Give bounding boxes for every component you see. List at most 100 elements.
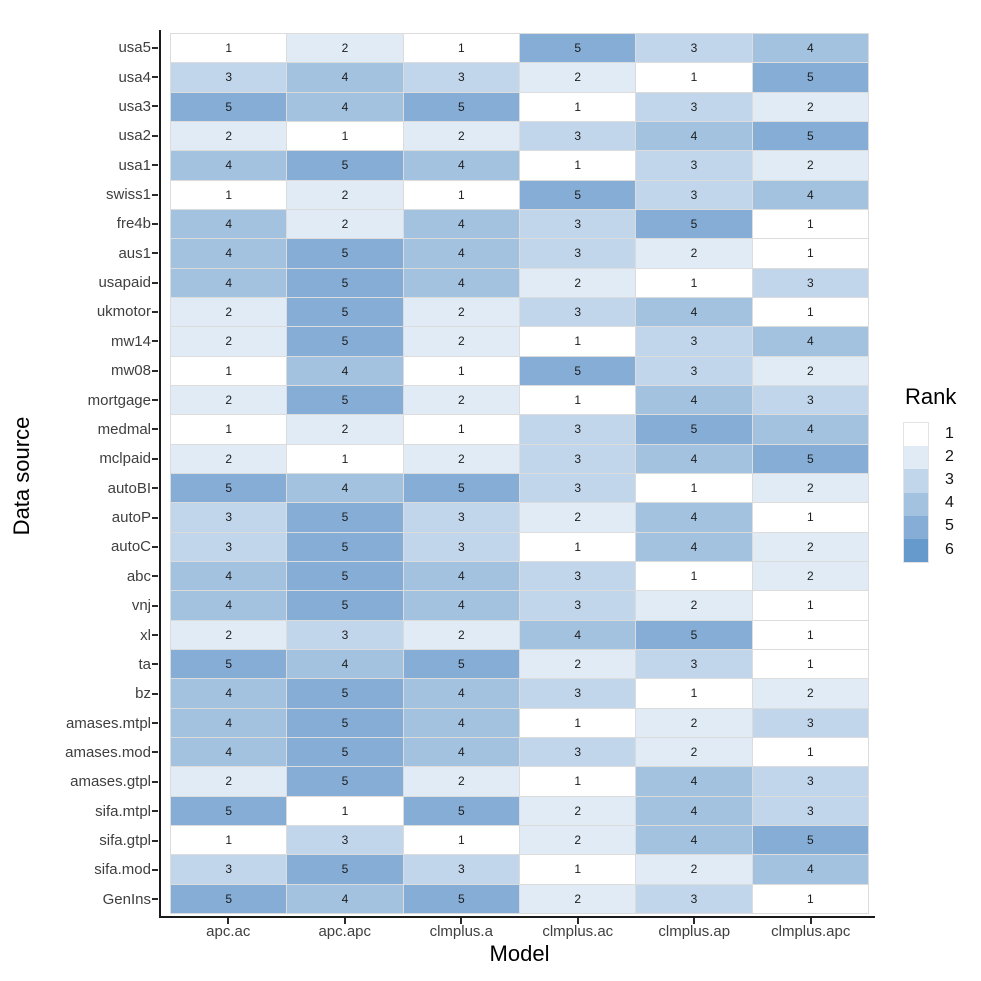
heatmap-cell: 5 <box>171 884 287 913</box>
y-axis-label: autoBI <box>107 479 151 497</box>
heatmap-cell: 5 <box>287 855 403 884</box>
y-tick-mark <box>152 76 158 79</box>
y-axis-label: aus1 <box>118 244 151 262</box>
y-tick-mark <box>152 134 158 137</box>
heatmap-cell: 1 <box>520 151 636 180</box>
y-axis-label: sifa.mod <box>94 861 151 879</box>
heatmap-cell: 2 <box>171 386 287 415</box>
x-axis-title: Model <box>489 941 550 966</box>
heatmap-cell: 3 <box>520 562 636 591</box>
heatmap-cell: 4 <box>752 855 868 884</box>
heatmap-cell: 4 <box>636 503 752 532</box>
heatmap-cell: 3 <box>520 738 636 767</box>
x-tick-mark <box>227 918 230 924</box>
heatmap-cell: 4 <box>171 738 287 767</box>
heatmap-cell: 4 <box>287 884 403 913</box>
heatmap-cell: 1 <box>403 34 519 63</box>
heatmap-cell: 2 <box>403 327 519 356</box>
heatmap-cell: 1 <box>403 826 519 855</box>
heatmap-cell: 3 <box>520 210 636 239</box>
heatmap-cell: 3 <box>752 268 868 297</box>
legend-key-swatch <box>904 446 928 470</box>
heatmap-cell: 2 <box>171 767 287 796</box>
legend-key-label: 6 <box>945 540 954 558</box>
heatmap-cell: 1 <box>520 767 636 796</box>
heatmap-cell: 1 <box>520 855 636 884</box>
heatmap-cell: 1 <box>403 180 519 209</box>
heatmap-cell: 2 <box>287 210 403 239</box>
heatmap-cell: 5 <box>403 92 519 121</box>
heatmap-cell: 5 <box>752 122 868 151</box>
heatmap-cell: 4 <box>403 679 519 708</box>
heatmap-cell: 5 <box>171 474 287 503</box>
heatmap-cell: 4 <box>520 620 636 649</box>
heatmap-cell: 2 <box>171 122 287 151</box>
heatmap-cell: 4 <box>287 356 403 385</box>
heatmap-cell: 2 <box>287 415 403 444</box>
heatmap-cell: 4 <box>287 92 403 121</box>
y-tick-mark <box>152 193 158 196</box>
heatmap-cell: 1 <box>752 239 868 268</box>
heatmap-cell: 2 <box>403 444 519 473</box>
heatmap-cell: 1 <box>636 562 752 591</box>
heatmap-cell: 5 <box>287 298 403 327</box>
heatmap-cell: 1 <box>171 180 287 209</box>
heatmap-cell: 4 <box>171 268 287 297</box>
heatmap-cell: 5 <box>287 767 403 796</box>
heatmap-cell: 2 <box>636 855 752 884</box>
heatmap-cell: 1 <box>520 532 636 561</box>
y-axis-label: autoP <box>111 509 151 527</box>
heatmap-cell: 1 <box>171 34 287 63</box>
heatmap-cell: 2 <box>636 738 752 767</box>
y-axis-label: usa5 <box>118 39 151 57</box>
legend-swatches <box>903 422 929 564</box>
heatmap-cell: 1 <box>752 884 868 913</box>
heatmap-cell: 4 <box>403 210 519 239</box>
y-axis-label: bz <box>135 685 151 703</box>
heatmap-cell: 5 <box>520 356 636 385</box>
y-tick-mark <box>152 634 158 637</box>
heatmap-cell: 1 <box>752 620 868 649</box>
heatmap-cell: 4 <box>403 738 519 767</box>
heatmap-cell: 3 <box>520 122 636 151</box>
heatmap-cell: 5 <box>403 796 519 825</box>
heatmap-cell: 3 <box>752 767 868 796</box>
heatmap-cell: 5 <box>287 591 403 620</box>
heatmap-cell: 4 <box>403 268 519 297</box>
heatmap-cell: 1 <box>752 738 868 767</box>
heatmap-cell: 1 <box>752 591 868 620</box>
heatmap-cell: 4 <box>636 767 752 796</box>
y-axis-label: usapaid <box>98 274 151 292</box>
heatmap-cell: 3 <box>636 884 752 913</box>
x-tick-mark <box>460 918 463 924</box>
heatmap-cell: 3 <box>287 620 403 649</box>
heatmap-cell: 3 <box>636 92 752 121</box>
y-axis-label: usa4 <box>118 68 151 86</box>
y-axis-label: fre4b <box>116 215 151 233</box>
heatmap-cell: 1 <box>752 298 868 327</box>
x-axis-label: clmplus.apc <box>771 923 851 940</box>
heatmap-cell: 3 <box>636 650 752 679</box>
heatmap-cell: 2 <box>520 650 636 679</box>
heatmap-cell: 3 <box>636 356 752 385</box>
heatmap-cell: 1 <box>287 122 403 151</box>
y-axis-label: usa2 <box>118 127 151 145</box>
heatmap-cell: 2 <box>752 532 868 561</box>
heatmap-cell: 1 <box>171 356 287 385</box>
heatmap-cell: 5 <box>403 474 519 503</box>
x-axis-labels: apc.ac apc.apc clmplus.a clmplus.ac clmplus.… <box>170 923 869 941</box>
heatmap-cell: 1 <box>636 63 752 92</box>
heatmap-cell: 5 <box>171 650 287 679</box>
heatmap-cell: 2 <box>403 767 519 796</box>
y-axis-label: autoC <box>110 538 151 556</box>
legend-key-swatch <box>904 469 928 493</box>
heatmap-cell: 5 <box>520 34 636 63</box>
heatmap-cell: 2 <box>520 884 636 913</box>
y-tick-mark <box>152 868 158 871</box>
y-tick-mark <box>152 898 158 901</box>
heatmap-cell: 4 <box>403 591 519 620</box>
heatmap-cell: 1 <box>520 386 636 415</box>
heatmap-cell: 3 <box>171 532 287 561</box>
y-tick-mark <box>152 457 158 460</box>
heatmap-cell: 4 <box>171 239 287 268</box>
